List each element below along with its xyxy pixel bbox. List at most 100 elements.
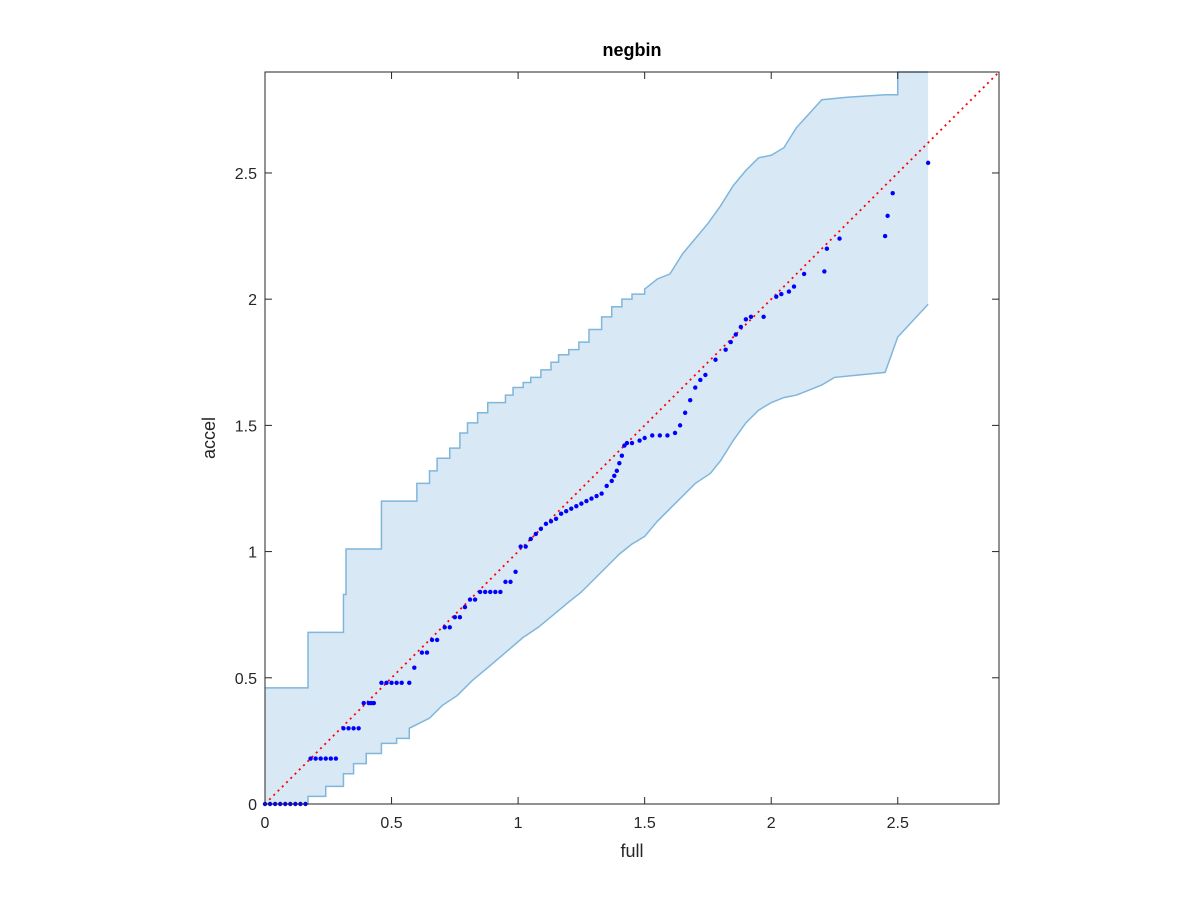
data-point: [477, 589, 483, 595]
data-point: [657, 433, 663, 438]
data-point: [503, 579, 508, 585]
x-tick-label: 1.5: [634, 815, 656, 832]
data-point: [513, 569, 518, 574]
data-point: [508, 579, 513, 585]
y-axis-ticks: 0 0.5 1 1.5 2 2.5: [235, 166, 999, 814]
data-point: [518, 544, 523, 549]
y-axis-label: accel: [199, 417, 219, 459]
data-point: [434, 637, 440, 643]
data-point: [394, 680, 399, 686]
data-point: [925, 160, 931, 166]
data-points: [262, 160, 931, 807]
y-tick-label: 2: [248, 292, 257, 309]
x-axis-ticks: 0 0.5 1 1.5 2 2.5: [261, 72, 909, 832]
data-point: [308, 756, 313, 761]
data-point: [579, 501, 584, 506]
data-point: [786, 289, 792, 294]
data-point: [677, 423, 683, 428]
data-point: [328, 756, 334, 761]
band-area: [265, 72, 929, 804]
data-point: [589, 496, 594, 501]
data-point: [791, 284, 797, 289]
confidence-band: [265, 71, 929, 805]
data-point: [614, 468, 620, 474]
data-point: [584, 498, 589, 504]
chart-title: negbin: [603, 40, 662, 60]
data-point: [389, 680, 394, 686]
data-point: [452, 615, 458, 620]
data-point: [384, 680, 389, 686]
data-point: [837, 236, 842, 241]
data-point: [650, 433, 655, 438]
data-point: [528, 536, 533, 542]
y-tick-label: 0.5: [235, 671, 257, 688]
data-point: [467, 597, 473, 602]
data-point: [493, 589, 498, 595]
data-point: [619, 453, 625, 458]
data-point: [713, 357, 718, 362]
data-point: [379, 680, 384, 686]
data-point: [553, 516, 559, 521]
data-point: [538, 526, 544, 532]
data-point: [543, 521, 549, 527]
x-tick-label: 0.5: [380, 815, 402, 832]
data-point: [447, 625, 452, 630]
data-point: [442, 625, 447, 630]
data-point: [728, 339, 733, 345]
data-point: [672, 430, 678, 436]
data-point: [361, 700, 366, 706]
band-upper-edge: [265, 71, 929, 689]
data-point: [472, 597, 478, 602]
data-point: [822, 269, 827, 274]
data-point: [665, 433, 670, 438]
data-point: [890, 190, 895, 196]
x-tick-label: 0: [261, 815, 270, 832]
data-point: [483, 589, 488, 595]
data-point: [594, 493, 599, 499]
data-point: [533, 531, 539, 537]
data-point: [624, 440, 630, 446]
x-tick-label: 1: [514, 815, 523, 832]
data-point: [703, 372, 708, 378]
x-tick-label: 2: [767, 815, 776, 832]
data-point: [498, 589, 503, 595]
data-point: [323, 756, 328, 761]
data-point: [801, 271, 807, 277]
data-point: [462, 604, 468, 610]
data-point: [824, 246, 830, 251]
y-tick-label: 1.5: [235, 418, 257, 435]
data-point: [346, 726, 351, 731]
data-point: [698, 377, 703, 383]
data-point: [333, 756, 339, 761]
data-point: [885, 213, 890, 219]
data-point: [318, 756, 323, 761]
data-point: [457, 615, 463, 620]
data-point: [407, 680, 412, 686]
data-point: [351, 726, 356, 731]
y-tick-label: 1: [248, 545, 257, 562]
data-point: [429, 637, 435, 643]
data-point: [313, 756, 318, 761]
y-tick-label: 0: [248, 797, 257, 814]
band-lower-edge: [265, 303, 929, 805]
data-point: [748, 314, 754, 320]
data-point: [617, 461, 622, 466]
data-point: [599, 491, 604, 496]
data-point: [488, 589, 493, 595]
data-point: [548, 519, 554, 524]
data-point: [882, 233, 888, 239]
axes-box: [264, 71, 1000, 805]
data-point: [523, 544, 528, 549]
data-point: [774, 294, 779, 299]
data-point: [574, 503, 579, 509]
data-point: [688, 397, 693, 403]
data-point: [604, 483, 609, 489]
data-point: [419, 650, 425, 655]
data-point: [693, 385, 698, 390]
data-point: [341, 726, 346, 731]
data-point: [412, 665, 417, 670]
data-point: [642, 435, 647, 441]
data-point: [569, 506, 574, 511]
data-point: [779, 291, 784, 297]
